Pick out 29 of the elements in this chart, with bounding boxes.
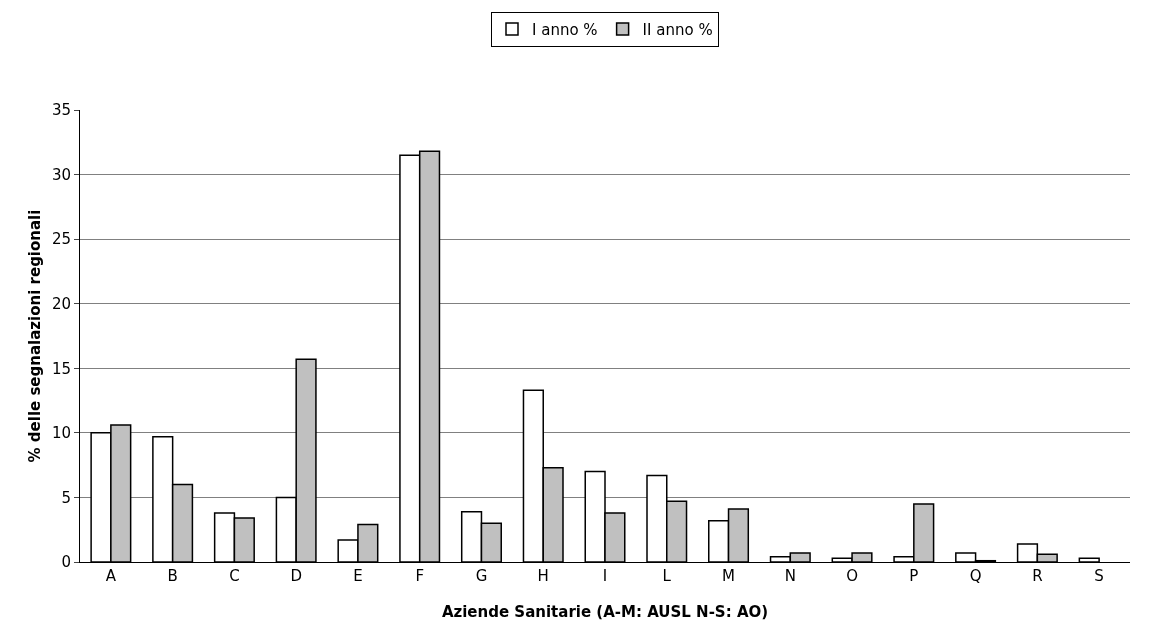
x-tick-label: G <box>475 567 488 585</box>
x-tick-label: Q <box>969 567 982 585</box>
legend-label: I anno % <box>532 20 598 39</box>
y-axis-title: % delle segnalazioni regionali <box>26 209 44 463</box>
x-tick-label: C <box>229 567 240 585</box>
x-tick-label: R <box>1032 567 1043 585</box>
y-tick-label: 10 <box>51 424 71 443</box>
x-tick-label: N <box>784 567 796 585</box>
x-tick-label: I <box>602 567 608 585</box>
x-axis-title: Aziende Sanitarie (A-M: AUSL N-S: AO) <box>441 603 769 621</box>
x-tick-label: O <box>846 567 858 585</box>
x-tick-label: P <box>909 567 919 585</box>
legend-label: II anno % <box>642 20 713 39</box>
x-tick-label: L <box>662 567 672 585</box>
y-tick-label: 20 <box>51 294 71 313</box>
x-tick-label: F <box>415 567 425 585</box>
y-tick-label: 35 <box>51 101 71 120</box>
x-tick-label: M <box>722 567 736 585</box>
y-tick-label: 30 <box>51 165 71 184</box>
x-tick-label: S <box>1094 567 1104 585</box>
x-tick-label: H <box>537 567 549 585</box>
x-tick-label: D <box>290 567 302 585</box>
y-tick-label: 25 <box>51 230 71 249</box>
x-tick-label: A <box>105 567 117 585</box>
x-tick-label: E <box>353 567 363 585</box>
y-tick-label: 5 <box>61 488 71 507</box>
y-tick-label: 0 <box>61 553 71 572</box>
x-tick-label: B <box>167 567 178 585</box>
y-tick-label: 15 <box>51 359 71 378</box>
